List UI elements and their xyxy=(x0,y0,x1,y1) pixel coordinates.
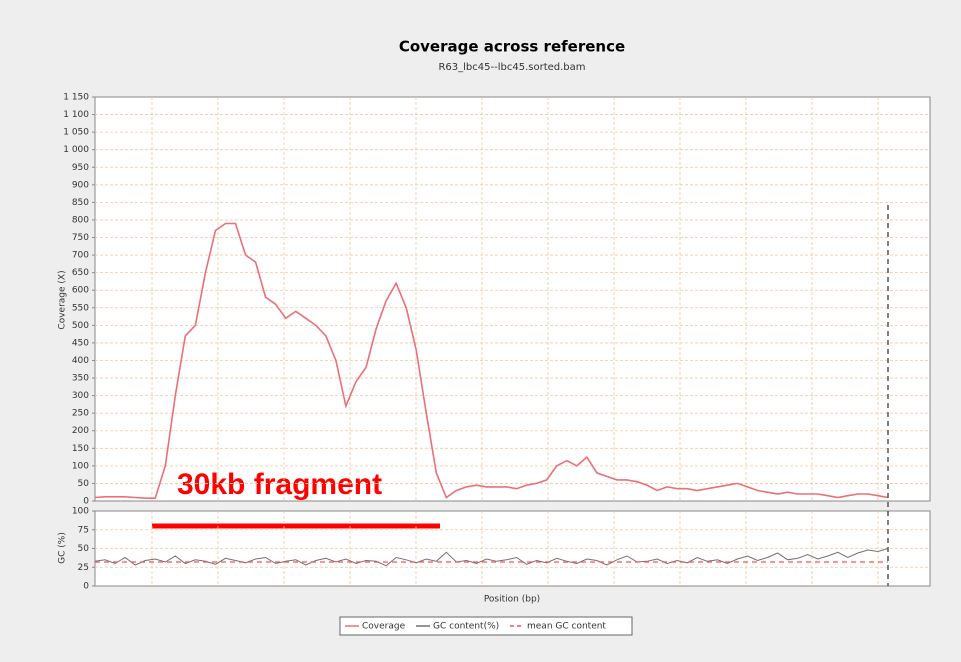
data-line xyxy=(94,222,889,499)
y-tick-label: 450 xyxy=(72,338,89,348)
y-tick-label: 850 xyxy=(72,198,89,208)
y-tick-label: 1 100 xyxy=(63,110,89,120)
x-axis-label: Position (bp) xyxy=(484,595,540,605)
legend-label: GC content(%) xyxy=(433,622,499,632)
y-tick-label: 25 xyxy=(78,563,89,573)
y-tick-label: 550 xyxy=(72,303,89,313)
y-tick-label: 650 xyxy=(72,268,89,278)
y-tick-label: 0 xyxy=(83,497,89,507)
data-line xyxy=(94,548,889,567)
y-tick-label: 100 xyxy=(72,507,89,517)
y-tick-label: 500 xyxy=(72,321,89,331)
y-tick-label: 600 xyxy=(72,286,89,296)
y-tick-label: 50 xyxy=(78,479,90,489)
y-tick-label: 800 xyxy=(72,215,89,225)
y-tick-label: 200 xyxy=(72,426,89,436)
chart-title: Coverage across reference xyxy=(399,38,625,56)
y-tick-label: 1 000 xyxy=(63,145,89,155)
y-tick-label: 100 xyxy=(72,461,89,471)
y-tick-label: 75 xyxy=(78,525,89,535)
y-tick-label: 900 xyxy=(72,180,89,190)
chart-subtitle: R63_lbc45--lbc45.sorted.bam xyxy=(438,62,585,73)
y-tick-label: 950 xyxy=(72,163,89,173)
y-axis-label: Coverage (X) xyxy=(58,270,68,329)
legend-label: Coverage xyxy=(362,622,406,632)
legend-label: mean GC content xyxy=(527,622,606,632)
y-tick-label: 1 150 xyxy=(63,93,89,103)
y-tick-label: 300 xyxy=(72,391,89,401)
y-tick-label: 50 xyxy=(78,544,90,554)
y-tick-label: 750 xyxy=(72,233,89,243)
legend xyxy=(339,616,633,636)
y-tick-label: 700 xyxy=(72,251,89,261)
y-tick-label: 350 xyxy=(72,374,89,384)
y-axis-label: GC (%) xyxy=(58,532,68,564)
y-tick-label: 0 xyxy=(83,582,89,592)
y-tick-label: 150 xyxy=(72,444,89,454)
y-tick-label: 250 xyxy=(72,409,89,419)
plot-area xyxy=(94,96,931,502)
annotation: 30kb fragment xyxy=(177,468,382,501)
y-tick-label: 1 050 xyxy=(63,128,89,138)
y-tick-label: 400 xyxy=(72,356,89,366)
